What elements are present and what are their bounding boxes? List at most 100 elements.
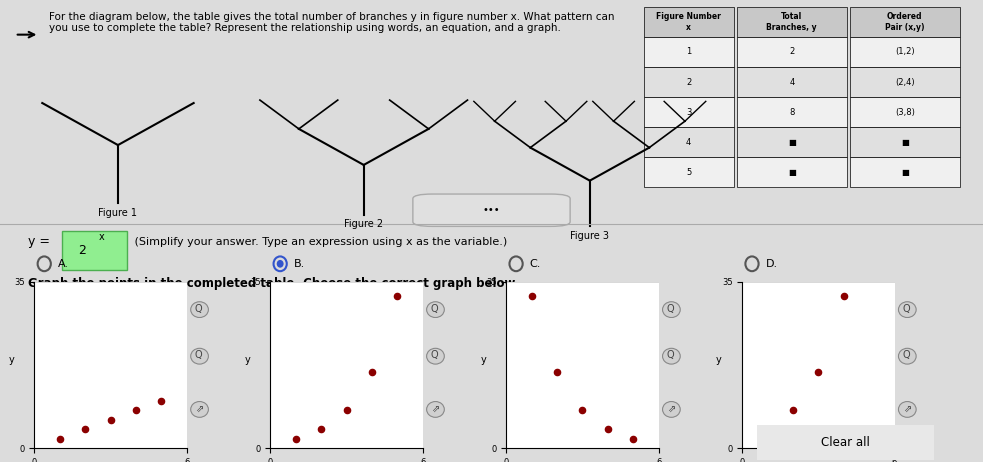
Y-axis label: y: y	[481, 355, 486, 365]
Point	[600, 426, 615, 433]
Point	[338, 407, 355, 414]
FancyBboxPatch shape	[644, 127, 734, 157]
Y-axis label: y: y	[245, 355, 250, 365]
Circle shape	[427, 302, 444, 317]
Point	[625, 435, 641, 442]
Text: ⇗: ⇗	[667, 404, 675, 414]
Point	[103, 416, 118, 423]
Text: •••: •••	[483, 205, 500, 215]
Text: 4: 4	[686, 138, 691, 146]
Text: Ordered
Pair (x,y): Ordered Pair (x,y)	[885, 12, 925, 31]
Text: B.: B.	[294, 259, 305, 269]
Text: Figure 2: Figure 2	[344, 219, 383, 230]
Text: 8: 8	[789, 108, 794, 116]
Circle shape	[898, 348, 916, 364]
FancyBboxPatch shape	[737, 7, 847, 37]
Text: ⇗: ⇗	[432, 404, 439, 414]
Point	[314, 426, 329, 433]
FancyBboxPatch shape	[644, 97, 734, 127]
Text: C.: C.	[530, 259, 542, 269]
FancyBboxPatch shape	[644, 157, 734, 187]
FancyBboxPatch shape	[748, 423, 943, 462]
Circle shape	[427, 401, 444, 417]
Point	[288, 435, 304, 442]
Text: ⇗: ⇗	[903, 404, 911, 414]
FancyBboxPatch shape	[850, 37, 960, 67]
Text: Q: Q	[666, 350, 674, 360]
FancyBboxPatch shape	[737, 127, 847, 157]
Circle shape	[191, 302, 208, 317]
Point	[760, 435, 776, 442]
FancyBboxPatch shape	[737, 97, 847, 127]
Text: ■: ■	[900, 168, 909, 176]
Text: Q: Q	[666, 304, 674, 314]
Text: (Simplify your answer. Type an expression using x as the variable.): (Simplify your answer. Type an expressio…	[131, 237, 507, 247]
Circle shape	[898, 302, 916, 317]
Text: Q: Q	[902, 350, 910, 360]
Text: Q: Q	[902, 304, 910, 314]
Y-axis label: y: y	[9, 355, 14, 365]
Text: 5: 5	[686, 168, 691, 176]
FancyBboxPatch shape	[850, 67, 960, 97]
Text: ■: ■	[787, 138, 796, 146]
Text: (2,4): (2,4)	[896, 78, 914, 86]
Text: ⇗: ⇗	[196, 404, 203, 414]
Text: Q: Q	[195, 350, 202, 360]
Text: (3,8): (3,8)	[895, 108, 915, 116]
FancyBboxPatch shape	[850, 7, 960, 37]
Circle shape	[898, 401, 916, 417]
Circle shape	[663, 348, 680, 364]
Text: ■: ■	[787, 168, 796, 176]
Text: y =: y =	[28, 235, 49, 248]
Point	[810, 368, 826, 376]
Point	[524, 292, 540, 300]
Y-axis label: y: y	[717, 355, 722, 365]
Point	[861, 426, 877, 433]
FancyBboxPatch shape	[644, 37, 734, 67]
Text: Total
Branches, y: Total Branches, y	[767, 12, 817, 31]
FancyBboxPatch shape	[737, 67, 847, 97]
Text: 2: 2	[686, 78, 691, 86]
FancyBboxPatch shape	[850, 127, 960, 157]
Point	[836, 292, 851, 300]
Text: For the diagram below, the table gives the total number of branches y in figure : For the diagram below, the table gives t…	[49, 12, 614, 33]
Text: D.: D.	[766, 259, 778, 269]
Text: 3: 3	[686, 108, 691, 116]
Point	[128, 407, 144, 414]
FancyBboxPatch shape	[737, 157, 847, 187]
Point	[549, 368, 565, 376]
FancyBboxPatch shape	[737, 37, 847, 67]
Text: Q: Q	[431, 350, 438, 360]
Circle shape	[276, 260, 284, 267]
Text: 2: 2	[789, 48, 794, 56]
Text: Clear all: Clear all	[821, 436, 870, 449]
Text: (1,2): (1,2)	[896, 48, 914, 56]
Circle shape	[191, 401, 208, 417]
Point	[364, 368, 379, 376]
Point	[52, 435, 68, 442]
Text: 2: 2	[78, 244, 86, 257]
Circle shape	[427, 348, 444, 364]
FancyBboxPatch shape	[62, 231, 127, 270]
FancyBboxPatch shape	[413, 194, 570, 226]
Text: Q: Q	[431, 304, 438, 314]
Point	[389, 292, 405, 300]
FancyBboxPatch shape	[644, 67, 734, 97]
FancyBboxPatch shape	[850, 157, 960, 187]
Text: x: x	[98, 232, 104, 242]
FancyBboxPatch shape	[850, 97, 960, 127]
Text: Graph the points in the completed table. Choose the correct graph below.: Graph the points in the completed table.…	[28, 277, 519, 290]
Text: Figure 3: Figure 3	[570, 231, 609, 241]
Text: ■: ■	[900, 138, 909, 146]
Text: Figure Number
x: Figure Number x	[657, 12, 721, 31]
Point	[78, 426, 93, 433]
Circle shape	[191, 348, 208, 364]
Point	[574, 407, 590, 414]
Text: A.: A.	[58, 259, 69, 269]
Text: 4: 4	[789, 78, 794, 86]
Circle shape	[663, 302, 680, 317]
Text: Figure 1: Figure 1	[98, 208, 138, 218]
Circle shape	[663, 401, 680, 417]
FancyBboxPatch shape	[644, 7, 734, 37]
Text: Q: Q	[195, 304, 202, 314]
